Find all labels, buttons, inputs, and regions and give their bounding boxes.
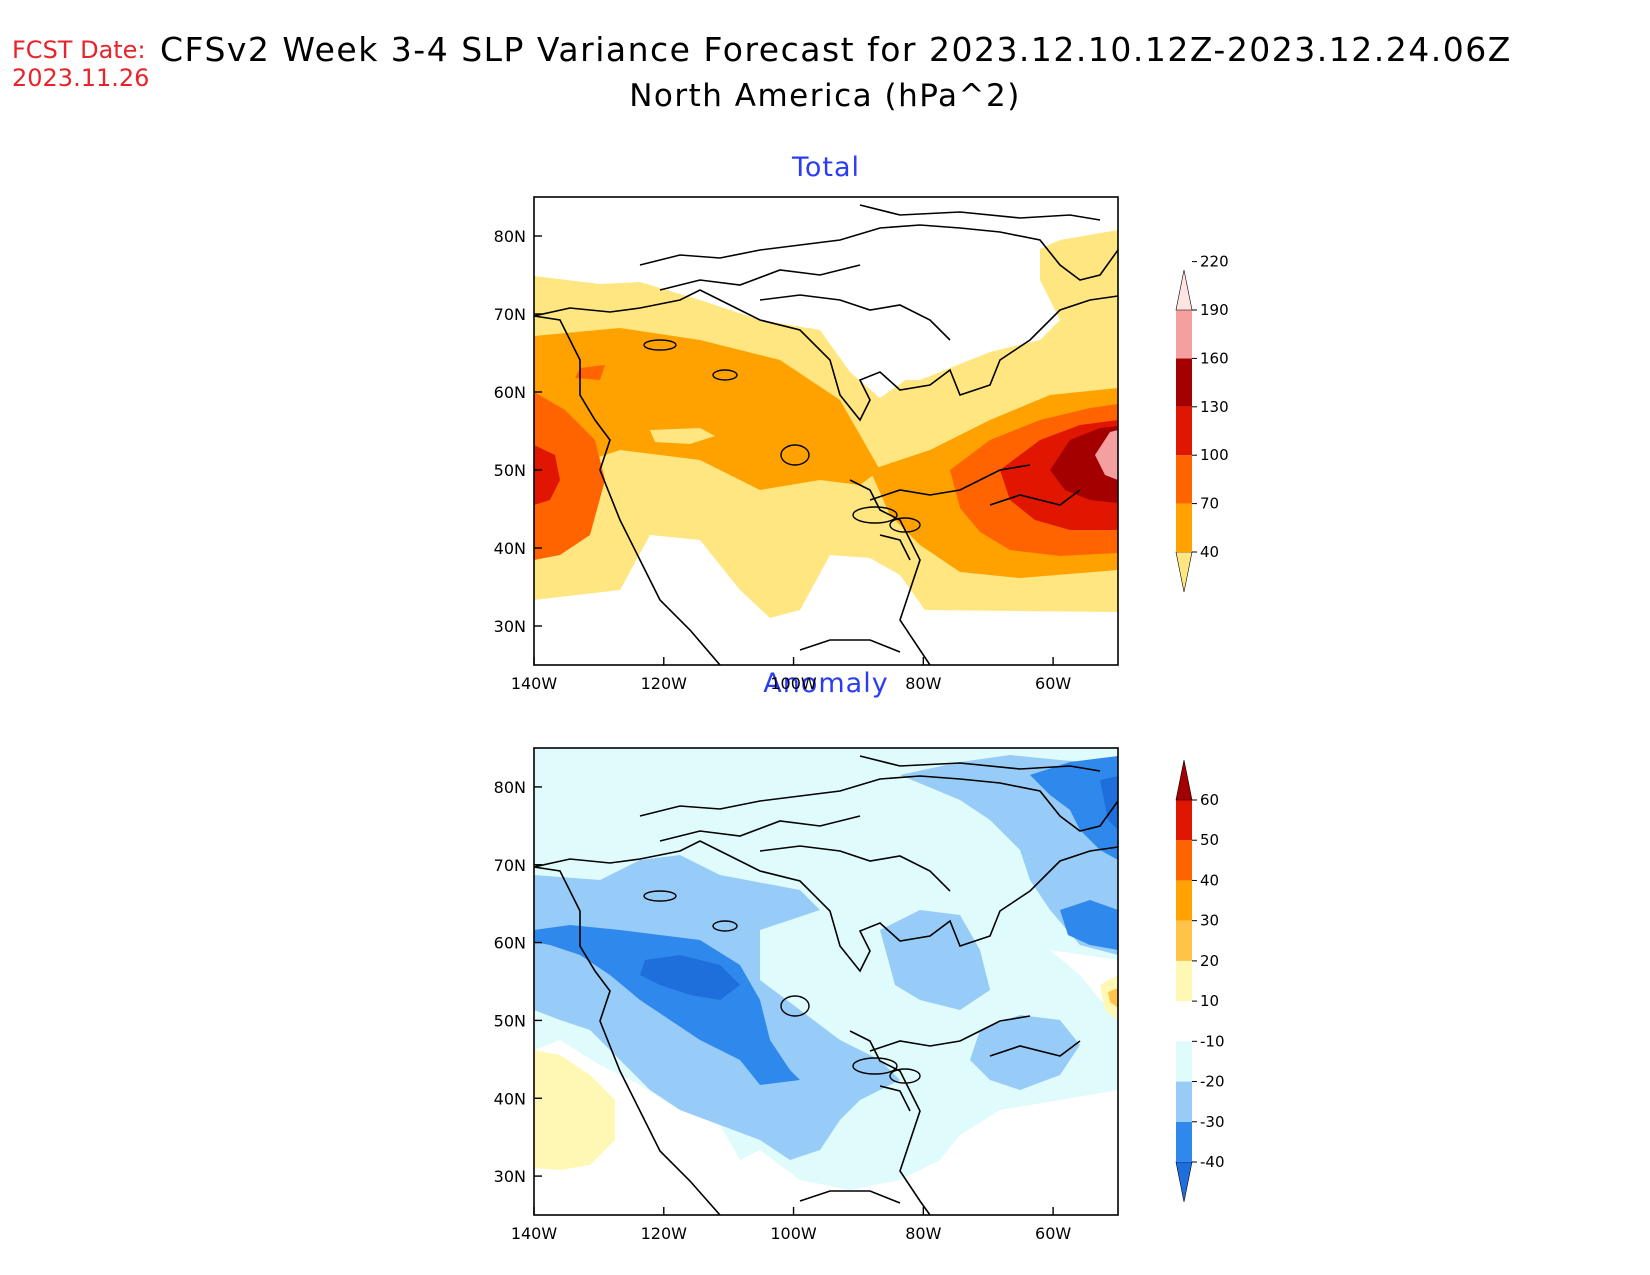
total-fill-70: [534, 328, 880, 490]
anomaly-fill-pos10: [534, 1050, 615, 1170]
total-fill-130: [534, 445, 560, 505]
total-colorbar-label: 190: [1200, 301, 1229, 319]
anomaly-lat-tick-label: 60N: [494, 934, 526, 953]
anomaly-colorbar-segment: [1176, 1121, 1192, 1162]
anomaly-fill-near-zero-c: [640, 1100, 670, 1130]
total-colorbar-label: 100: [1200, 446, 1229, 464]
anomaly-lat-tick-label: 40N: [494, 1089, 526, 1108]
anomaly-colorbar-segment: [1176, 1041, 1192, 1082]
total-lat-tick-label: 60N: [494, 383, 526, 402]
total-fill-100-band: [575, 365, 605, 380]
anomaly-colorbar-segment: [1176, 1081, 1192, 1122]
anomaly-fill-neg40-ne: [1100, 776, 1118, 830]
total-fill-low-n: [700, 205, 1060, 380]
total-lat-tick-label: 50N: [494, 461, 526, 480]
total-fill-190: [1095, 430, 1118, 480]
anomaly-colorbar-label: 60: [1200, 791, 1219, 809]
anomaly-colorbar-label: 10: [1200, 992, 1219, 1010]
anomaly-colorbar-label: 30: [1200, 912, 1219, 930]
total-colorbar-label: 70: [1200, 495, 1219, 513]
total-lat-tick-label: 30N: [494, 617, 526, 636]
forecast-date-label: FCST Date:: [12, 36, 146, 64]
total-colorbar-segment: [1176, 503, 1192, 552]
total-lon-tick-label: 100W: [770, 674, 817, 693]
total-fill-160: [1050, 426, 1118, 503]
total-colorbar-segment: [1176, 358, 1192, 407]
total-lat-tick-label: 70N: [494, 305, 526, 324]
anomaly-lon-tick-label: 80W: [905, 1224, 941, 1243]
total-colorbar-low-arrow: [1175, 551, 1193, 593]
page-title: CFSv2 Week 3-4 SLP Variance Forecast for…: [160, 30, 1512, 69]
anomaly-lat-tick-label: 70N: [494, 856, 526, 875]
anomaly-lon-tick-label: 100W: [770, 1224, 817, 1243]
total-colorbar-segment: [1176, 310, 1192, 359]
anomaly-colorbar-high-arrow: [1175, 759, 1193, 801]
anomaly-lon-tick-label: 120W: [641, 1224, 688, 1243]
total-colorbar-segment: [1176, 406, 1192, 456]
anomaly-fill-near-zero-e: [1050, 950, 1118, 1010]
total-colorbar-segment: [1176, 455, 1192, 504]
anomaly-colorbar-segment: [1176, 1001, 1192, 1042]
anomaly-fill-neg20-east: [970, 1015, 1080, 1090]
total-colorbar-label: 160: [1200, 349, 1229, 367]
anomaly-colorbar: -40 -30 -20 -10 10 20 30 40 50 60: [1175, 759, 1225, 1203]
anomaly-coastlines: [534, 755, 1118, 1215]
anomaly-colorbar-low-arrow: [1175, 1161, 1193, 1203]
anomaly-map-frame: [533, 747, 1119, 1216]
anomaly-colorbar-segment: [1176, 840, 1192, 881]
total-colorbar-high-arrow: [1175, 269, 1193, 311]
anomaly-fill-neg30-ne: [1030, 756, 1118, 860]
total-map-frame: [533, 196, 1119, 666]
anomaly-colorbar-segment: [1176, 880, 1192, 921]
anomaly-colorbar-label: -40: [1200, 1153, 1225, 1171]
anomaly-lat-tick-label: 30N: [494, 1167, 526, 1186]
anomaly-lat-tick-label: 50N: [494, 1011, 526, 1030]
forecast-date-value: 2023.11.26: [12, 64, 150, 92]
anomaly-colorbar-label: 50: [1200, 831, 1219, 849]
anomaly-lon-tick-label: 60W: [1035, 1224, 1071, 1243]
anomaly-colorbar-label: 20: [1200, 952, 1219, 970]
total-coastlines: [534, 204, 1118, 665]
anomaly-fill-neg20-hudson: [880, 910, 990, 1010]
anomaly-colorbar-label: 40: [1200, 871, 1219, 889]
anomaly-colorbar-label: -30: [1200, 1113, 1225, 1131]
anomaly-lat-tick-label: 80N: [494, 778, 526, 797]
total-colorbar: 40 70 100 130 160 190 220: [1175, 253, 1229, 593]
total-fill-light-pocket: [650, 428, 715, 444]
anomaly-lon-tick-label: 140W: [511, 1224, 558, 1243]
total-colorbar-label: 40: [1200, 543, 1219, 561]
anomaly-fill-neg40: [640, 955, 740, 1000]
anomaly-fill-pos20-e: [1108, 988, 1118, 1008]
total-lat-tick-label: 40N: [494, 539, 526, 558]
anomaly-fill-pos10-e: [1100, 975, 1118, 1020]
anomaly-colorbar-segment: [1176, 920, 1192, 961]
anomaly-panel-title: Anomaly: [763, 668, 889, 699]
total-lon-tick-label: 140W: [511, 674, 558, 693]
anomaly-fill-neg30-e: [1060, 900, 1118, 950]
forecast-date: FCST Date: 2023.11.26: [12, 36, 149, 92]
anomaly-colorbar-label: -10: [1200, 1032, 1225, 1050]
total-fill-low-sw: [534, 535, 1118, 665]
total-lat-tick-label: 80N: [494, 227, 526, 246]
total-lon-tick-label: 60W: [1035, 674, 1071, 693]
anomaly-colorbar-segment: [1176, 800, 1192, 841]
total-fill-100: [534, 392, 605, 560]
total-panel-title: Total: [791, 152, 861, 183]
total-lon-tick-label: 120W: [641, 674, 688, 693]
total-colorbar-label: 220: [1200, 253, 1229, 271]
anomaly-colorbar-segment: [1176, 960, 1192, 1002]
page-subtitle: North America (hPa^2): [629, 78, 1021, 114]
anomaly-colorbar-label: -20: [1200, 1073, 1225, 1091]
total-colorbar-label: 130: [1200, 398, 1229, 416]
total-lon-tick-label: 80W: [905, 674, 941, 693]
anomaly-fill-neg30: [534, 925, 800, 1085]
